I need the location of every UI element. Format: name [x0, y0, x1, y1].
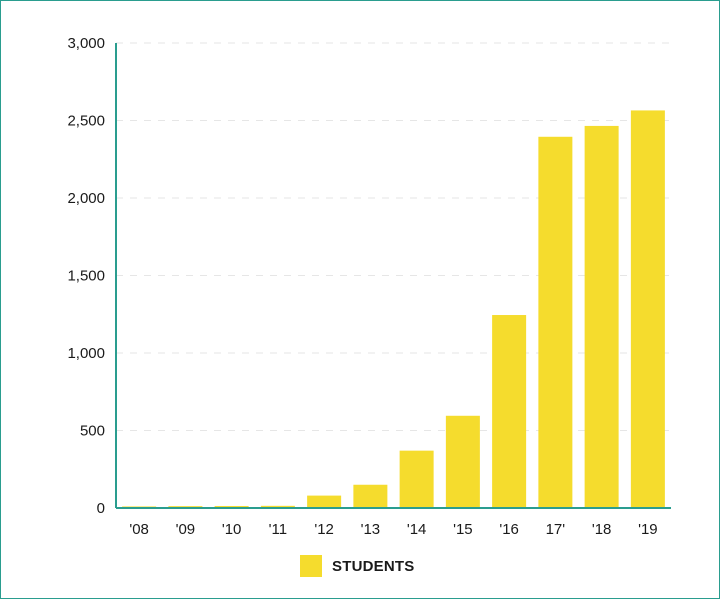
x-tick-label: '19	[638, 521, 658, 538]
bar	[214, 505, 249, 508]
y-tick-label: 0	[97, 500, 105, 517]
x-tick-label: '12	[314, 521, 334, 538]
bar	[353, 484, 388, 508]
y-tick-label: 1,500	[67, 268, 105, 285]
y-tick-label: 500	[80, 423, 105, 440]
legend-label-students: STUDENTS	[332, 557, 415, 575]
x-tick-label: '08	[129, 521, 149, 538]
x-tick-label: '10	[222, 521, 242, 538]
bar	[538, 136, 573, 508]
x-tick-label: '09	[176, 521, 196, 538]
y-tick-label: 3,000	[67, 35, 105, 52]
bar	[307, 495, 342, 508]
x-tick-label: '14	[407, 521, 427, 538]
bar	[492, 315, 527, 508]
bar	[445, 415, 480, 508]
x-tick-label: '15	[453, 521, 473, 538]
x-tick-label: '13	[361, 521, 381, 538]
y-tick-label: 2,500	[67, 113, 105, 130]
bar	[630, 110, 665, 509]
y-tick-label: 1,000	[67, 345, 105, 362]
bar	[260, 505, 295, 508]
x-tick-label: '11	[269, 521, 287, 538]
legend-swatch-students	[300, 555, 322, 577]
legend: STUDENTS	[300, 555, 414, 577]
bar	[399, 450, 434, 508]
x-tick-label: 17'	[546, 521, 566, 538]
bar	[584, 125, 619, 509]
y-tick-label: 2,000	[67, 190, 105, 207]
x-tick-label: '16	[499, 521, 519, 538]
x-tick-label: '18	[592, 521, 612, 538]
